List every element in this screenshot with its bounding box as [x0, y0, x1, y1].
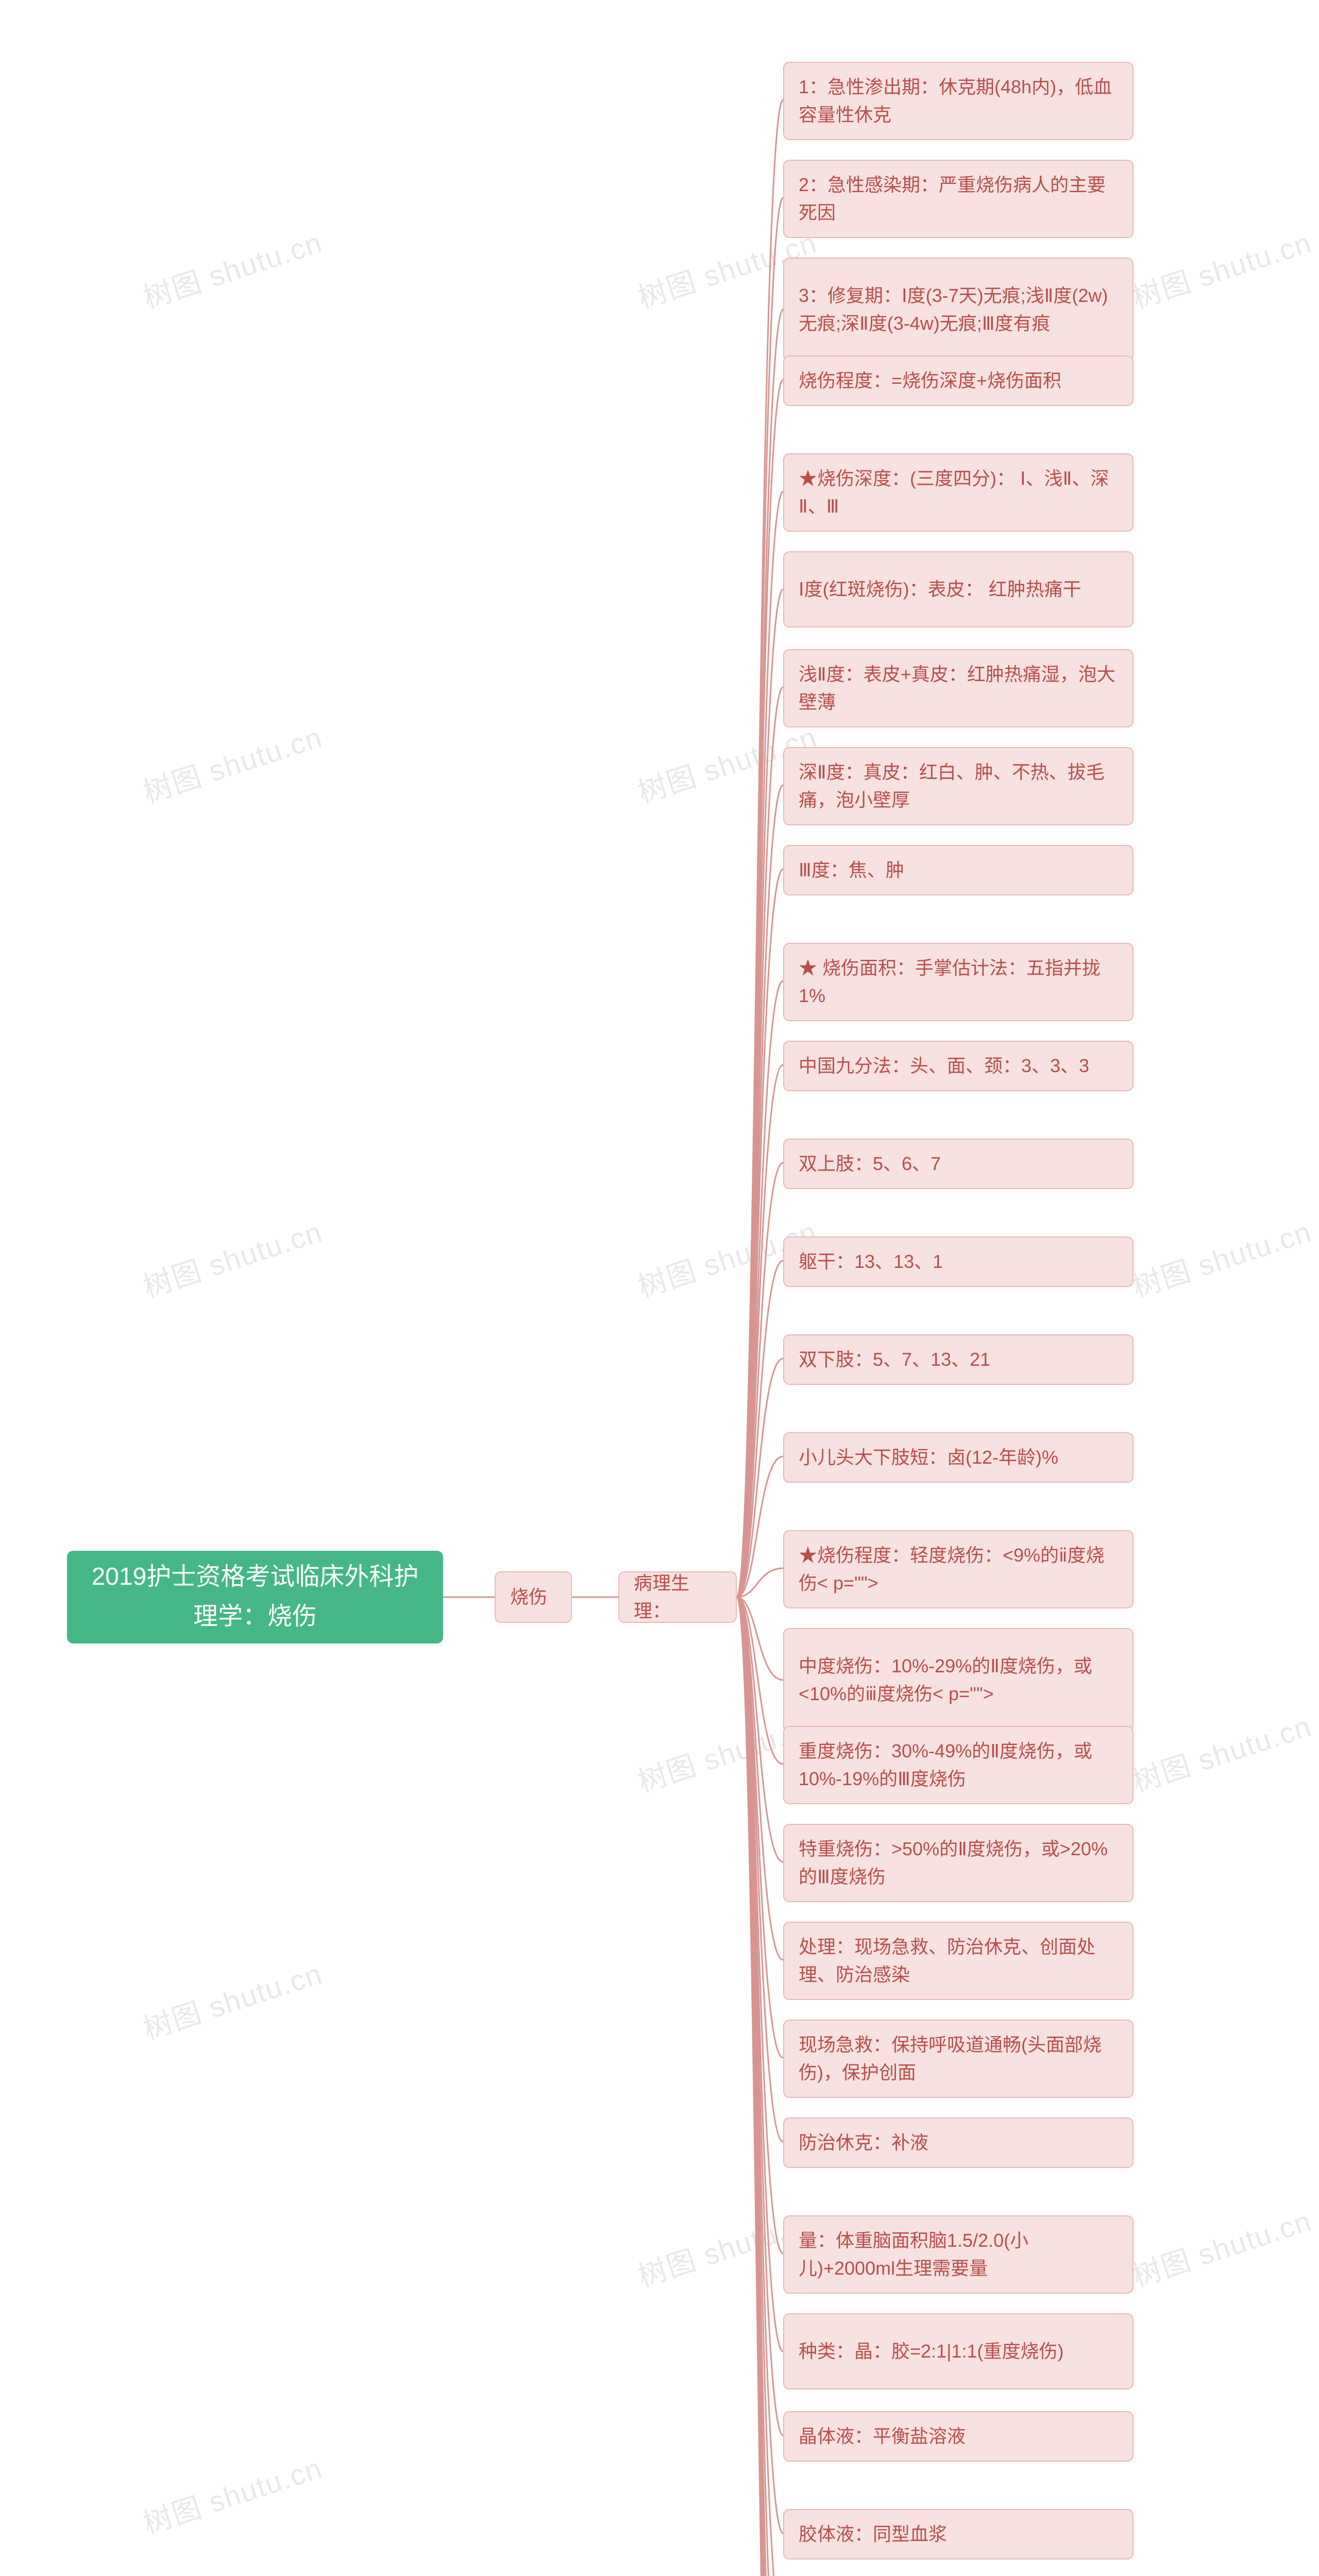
leaf-node: ★烧伤深度：(三度四分)： Ⅰ、浅Ⅱ、深Ⅱ、Ⅲ	[783, 453, 1134, 532]
mid-node-1: 烧伤	[495, 1571, 572, 1623]
leaf-node: ★烧伤程度：轻度烧伤：<9%的ⅱ度烧伤< p="">	[783, 1530, 1134, 1608]
leaf-node: 中度烧伤：10%-29%的Ⅱ度烧伤，或<10%的ⅲ度烧伤< p="">	[783, 1628, 1134, 1732]
leaf-node: 双上肢：5、6、7	[783, 1139, 1134, 1189]
leaf-node: 现场急救：保持呼吸道通畅(头面部烧伤)，保护创面	[783, 2020, 1134, 2098]
mid-node-2: 病理生理：	[618, 1571, 737, 1623]
leaf-node: 双下肢：5、7、13、21	[783, 1334, 1134, 1385]
watermark: 树图 shutu.cn	[137, 1951, 327, 2048]
root-node: 2019护士资格考试临床外科护理学：烧伤	[67, 1551, 443, 1643]
leaf-node: 晶体液：平衡盐溶液	[783, 2411, 1134, 2462]
leaf-node: 处理：现场急救、防治休克、创面处理、防治感染	[783, 1922, 1134, 2000]
watermark: 树图 shutu.cn	[1126, 2198, 1316, 2295]
leaf-node: 烧伤程度：=烧伤深度+烧伤面积	[783, 355, 1134, 406]
watermark: 树图 shutu.cn	[137, 2445, 327, 2543]
watermark: 树图 shutu.cn	[137, 219, 327, 317]
leaf-node: 1：急性渗出期：休克期(48h内)，低血容量性休克	[783, 62, 1134, 140]
leaf-node: 2：急性感染期：严重烧伤病人的主要死因	[783, 160, 1134, 238]
leaf-node: Ⅲ度：焦、肿	[783, 845, 1134, 895]
watermark: 树图 shutu.cn	[1126, 219, 1316, 317]
leaf-node: Ⅰ度(红斑烧伤)：表皮： 红肿热痛干	[783, 551, 1134, 628]
leaf-node: ★ 烧伤面积：手掌估计法：五指并拢1%	[783, 943, 1134, 1021]
leaf-node: 深Ⅱ度：真皮：红白、肿、不热、拔毛痛，泡小壁厚	[783, 747, 1134, 825]
leaf-node: 防治休克：补液	[783, 2117, 1134, 2168]
leaf-node: 浅Ⅱ度：表皮+真皮：红肿热痛湿，泡大壁薄	[783, 649, 1134, 727]
leaf-node: 胶体液：同型血浆	[783, 2509, 1134, 2560]
watermark: 树图 shutu.cn	[1126, 1209, 1316, 1306]
leaf-node: 小儿头大下肢短：卤(12-年龄)%	[783, 1432, 1134, 1483]
leaf-node: 重度烧伤：30%-49%的Ⅱ度烧伤，或10%-19%的Ⅲ度烧伤	[783, 1726, 1134, 1804]
leaf-node: 3：修复期：Ⅰ度(3-7天)无痕;浅Ⅱ度(2w)无痕;深Ⅱ度(3-4w)无痕;Ⅲ…	[783, 258, 1134, 362]
leaf-node: 特重烧伤：>50%的Ⅱ度烧伤，或>20%的Ⅲ度烧伤	[783, 1824, 1134, 1902]
leaf-node: 中国九分法：头、面、颈：3、3、3	[783, 1041, 1134, 1091]
leaf-node: 种类：晶：胶=2:1|1:1(重度烧伤)	[783, 2313, 1134, 2389]
leaf-node: 量：体重脑面积脑1.5/2.0(小儿)+2000ml生理需要量	[783, 2215, 1134, 2294]
leaf-node: 躯干：13、13、1	[783, 1236, 1134, 1287]
watermark: 树图 shutu.cn	[137, 1209, 327, 1306]
watermark: 树图 shutu.cn	[1126, 1703, 1316, 1801]
watermark: 树图 shutu.cn	[137, 714, 327, 811]
